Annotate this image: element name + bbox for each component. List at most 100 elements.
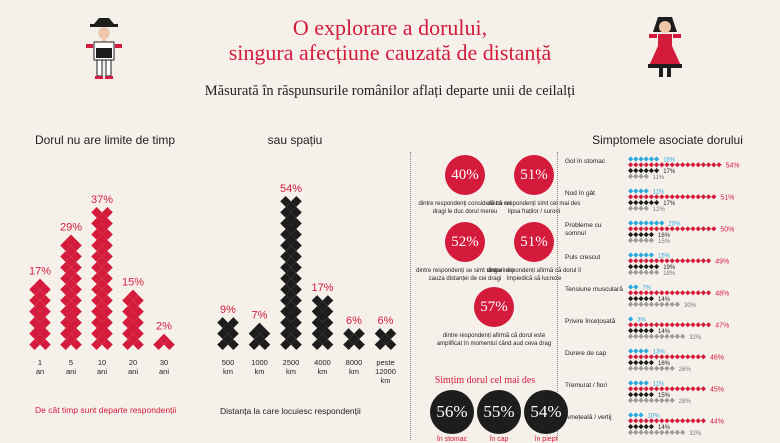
data-label: 6% bbox=[378, 315, 394, 327]
tick-label: 30 bbox=[160, 358, 168, 367]
data-label: 18% bbox=[663, 271, 676, 277]
tick-label: an bbox=[36, 367, 44, 376]
tick-label: 20 bbox=[129, 358, 137, 367]
symptom-bar bbox=[628, 301, 680, 307]
bar-diamonds bbox=[60, 234, 82, 350]
stat-card: 57% dintre respondenți afirmă că dorul e… bbox=[434, 287, 554, 348]
data-label: 29% bbox=[60, 221, 82, 233]
data-label: 49% bbox=[715, 258, 729, 265]
data-label: 14% bbox=[658, 297, 671, 303]
where-value: 54% bbox=[524, 390, 568, 434]
symptom-bar bbox=[628, 200, 660, 206]
symptom-label: Probleme cu somnul bbox=[565, 222, 602, 237]
data-label: 20% bbox=[668, 222, 681, 228]
tick-label: ani bbox=[128, 367, 138, 376]
tick-label: 1 bbox=[38, 358, 42, 367]
data-label: 7% bbox=[642, 286, 651, 292]
data-label: 51% bbox=[720, 194, 734, 201]
symptom-bar bbox=[628, 380, 649, 386]
title-line-2: singura afecțiune cauzată de distanță bbox=[228, 40, 552, 65]
time-bar bbox=[60, 234, 82, 350]
stat-text: dintre respondenți consideră că cei drag… bbox=[418, 201, 512, 215]
symptom-bar bbox=[628, 354, 706, 360]
distance-bar bbox=[280, 195, 302, 350]
symptom-bar bbox=[628, 264, 660, 270]
stat-card: 51% dintre respondenți afirmă că dorul î… bbox=[484, 222, 584, 283]
where-value: 55% bbox=[477, 390, 521, 434]
data-label: 17% bbox=[663, 201, 676, 207]
data-label: 28% bbox=[679, 399, 692, 405]
stat-text: dintre respondenți afirmă că dorul îi îm… bbox=[486, 268, 582, 282]
symptom-bar bbox=[628, 348, 649, 354]
symptom-label: Privire încețoșată bbox=[565, 318, 616, 325]
data-label: 16% bbox=[658, 233, 671, 239]
bar-diamonds bbox=[374, 328, 397, 350]
tick-label: 8000 bbox=[346, 358, 363, 367]
tick-label: km bbox=[381, 376, 391, 385]
title-line-1: O explorare a dorului, bbox=[292, 15, 488, 40]
data-label: 45% bbox=[710, 386, 724, 393]
symptom-bar bbox=[628, 365, 675, 371]
bar-diamonds bbox=[311, 295, 334, 350]
stat-text: dintre respondenți simt cel mai des lips… bbox=[487, 201, 581, 215]
tick-label: 12000 bbox=[375, 367, 396, 376]
symptom-bar bbox=[628, 386, 706, 392]
time-note: De cât timp sunt departe respondenții bbox=[35, 405, 177, 415]
data-label: 13% bbox=[653, 350, 666, 356]
data-label: 9% bbox=[220, 304, 236, 316]
data-label: 12% bbox=[653, 207, 666, 213]
stat-value: 57% bbox=[474, 287, 514, 327]
tick-label: 5 bbox=[69, 358, 73, 367]
man-folk-figure-icon bbox=[86, 18, 122, 79]
data-label: 30% bbox=[684, 303, 697, 309]
stat-value: 51% bbox=[514, 222, 554, 262]
data-label: 47% bbox=[715, 322, 729, 329]
symptom-label: Puls crescut bbox=[565, 254, 601, 261]
data-label: 54% bbox=[280, 183, 302, 195]
distance-bar bbox=[311, 295, 334, 350]
stat-value: 52% bbox=[445, 222, 485, 262]
symptom-bar bbox=[628, 205, 649, 211]
symptom-bar bbox=[628, 392, 654, 398]
bar-diamonds bbox=[343, 328, 365, 350]
data-label: 6% bbox=[346, 315, 362, 327]
bar-diamonds bbox=[280, 195, 302, 350]
tick-label: ani bbox=[159, 367, 169, 376]
bar-diamonds bbox=[122, 289, 144, 350]
data-label: 7% bbox=[252, 310, 268, 322]
symptom-bar bbox=[628, 316, 634, 322]
distance-bar bbox=[343, 328, 365, 350]
symptom-bar bbox=[628, 258, 712, 264]
time-bar bbox=[29, 278, 51, 350]
separator-left bbox=[410, 152, 411, 440]
symptoms-chart: 18%54%17%11%11%51%17%12%20%50%16%15%15%4… bbox=[628, 156, 740, 437]
symptom-bar bbox=[628, 252, 654, 258]
data-label: 15% bbox=[658, 393, 671, 399]
tick-label: km bbox=[255, 367, 265, 376]
symptom-bar bbox=[628, 188, 649, 194]
time-bar bbox=[122, 289, 144, 350]
stat-value: 51% bbox=[514, 155, 554, 195]
data-label: 37% bbox=[91, 194, 113, 206]
tick-label: ani bbox=[66, 367, 76, 376]
tick-label: 4000 bbox=[314, 358, 331, 367]
symptom-bar bbox=[628, 296, 654, 302]
separator-right bbox=[557, 152, 558, 440]
data-label: 2% bbox=[156, 321, 172, 333]
data-label: 32% bbox=[689, 431, 702, 437]
distance-bar bbox=[248, 322, 271, 350]
stat-text: dintre respondenți afirmă că dorul este … bbox=[436, 333, 552, 347]
symptoms-section-title: Simptomele asociate dorului bbox=[592, 133, 743, 147]
stat-card: 51% dintre respondenți simt cel mai des … bbox=[484, 155, 584, 216]
distance-chart: 9%500km7%1000km54%2500km17%4000km6%8000k… bbox=[217, 183, 397, 385]
data-label: 3% bbox=[637, 318, 646, 324]
data-label: 17% bbox=[311, 282, 333, 294]
symptom-bar bbox=[628, 168, 660, 174]
symptom-label: Nod în gât bbox=[565, 190, 595, 197]
data-label: 15% bbox=[658, 239, 671, 245]
symptom-bar bbox=[628, 429, 686, 435]
data-label: 48% bbox=[715, 290, 729, 297]
bar-diamonds bbox=[217, 317, 239, 350]
symptom-bar bbox=[628, 424, 654, 430]
